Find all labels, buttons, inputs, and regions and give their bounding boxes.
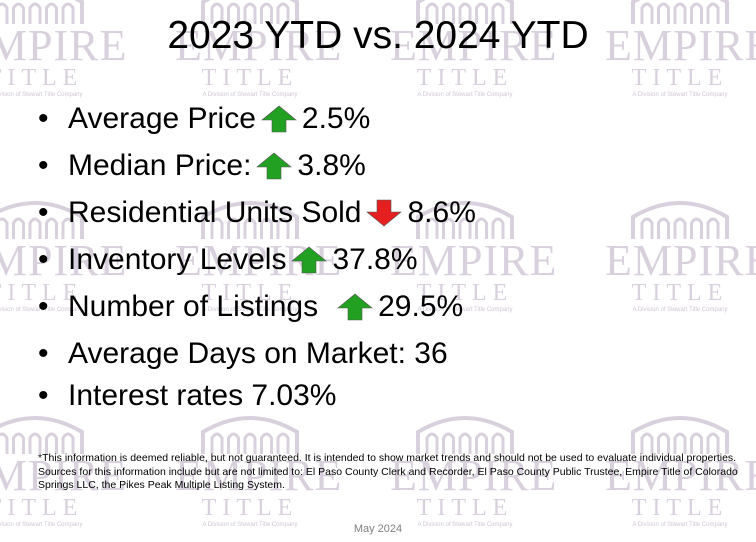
bullet-average-price: Average Price 2.5% [38, 98, 476, 145]
bullet-interest-rates: Interest rates 7.03% [38, 375, 476, 417]
slide-title: 2023 YTD vs. 2024 YTD [167, 14, 589, 57]
bullet-value: 37.8% [332, 243, 418, 276]
watermark-title: TITLE [631, 495, 729, 521]
watermark-title: TITLE [416, 65, 514, 91]
bullet-label: Number of Listings [68, 290, 319, 323]
bullet-value: 29.5% [378, 290, 464, 323]
watermark-title: TITLE [0, 495, 84, 521]
slide-date: May 2024 [353, 523, 403, 535]
up-arrow-icon [255, 150, 293, 192]
bullet-value: 3.8% [297, 149, 366, 182]
bullet-label: Average Days on Market: 36 [68, 337, 448, 370]
up-arrow-icon [290, 244, 328, 286]
bullet-label: Median Price: [68, 149, 252, 182]
bullet-label: Residential Units Sold [68, 196, 362, 229]
bullet-label: Average Price [68, 102, 256, 135]
watermark-title: TITLE [0, 65, 84, 91]
bullet-value: 8.6% [407, 196, 476, 229]
watermark-title: TITLE [631, 65, 729, 91]
bullet-inventory-levels: Inventory Levels 37.8% [38, 239, 476, 286]
watermark-division: A Division of Stewart Title Company [632, 307, 728, 313]
bullet-units-sold: Residential Units Sold 8.6% [38, 192, 476, 239]
up-arrow-icon [336, 291, 374, 333]
up-arrow-icon [260, 103, 298, 145]
bullet-label: Interest rates 7.03% [68, 379, 337, 412]
watermark-title: TITLE [631, 280, 729, 306]
bullet-list: Average Price 2.5% Median Price: 3.8% Resi… [38, 98, 476, 417]
bullet-number-of-listings: Number of Listings 29.5% [38, 286, 476, 333]
house-arches-icon [631, 201, 729, 239]
watermark-division: A Division of Stewart Title Company [632, 92, 728, 98]
watermark-title: TITLE [201, 495, 299, 521]
watermark-title: TITLE [201, 65, 299, 91]
bullet-value: 2.5% [301, 102, 371, 135]
disclaimer-footnote: *This information is deemed reliable, bu… [38, 452, 738, 491]
down-arrow-icon [365, 197, 403, 239]
bullet-median-price: Median Price: 3.8% [38, 145, 476, 192]
bullet-label: Inventory Levels [68, 243, 287, 276]
watermark-title: TITLE [416, 495, 514, 521]
bullet-days-on-market: Average Days on Market: 36 [38, 333, 476, 375]
watermark-name: EMPIRE [605, 236, 756, 285]
house-arches-icon [631, 416, 729, 454]
